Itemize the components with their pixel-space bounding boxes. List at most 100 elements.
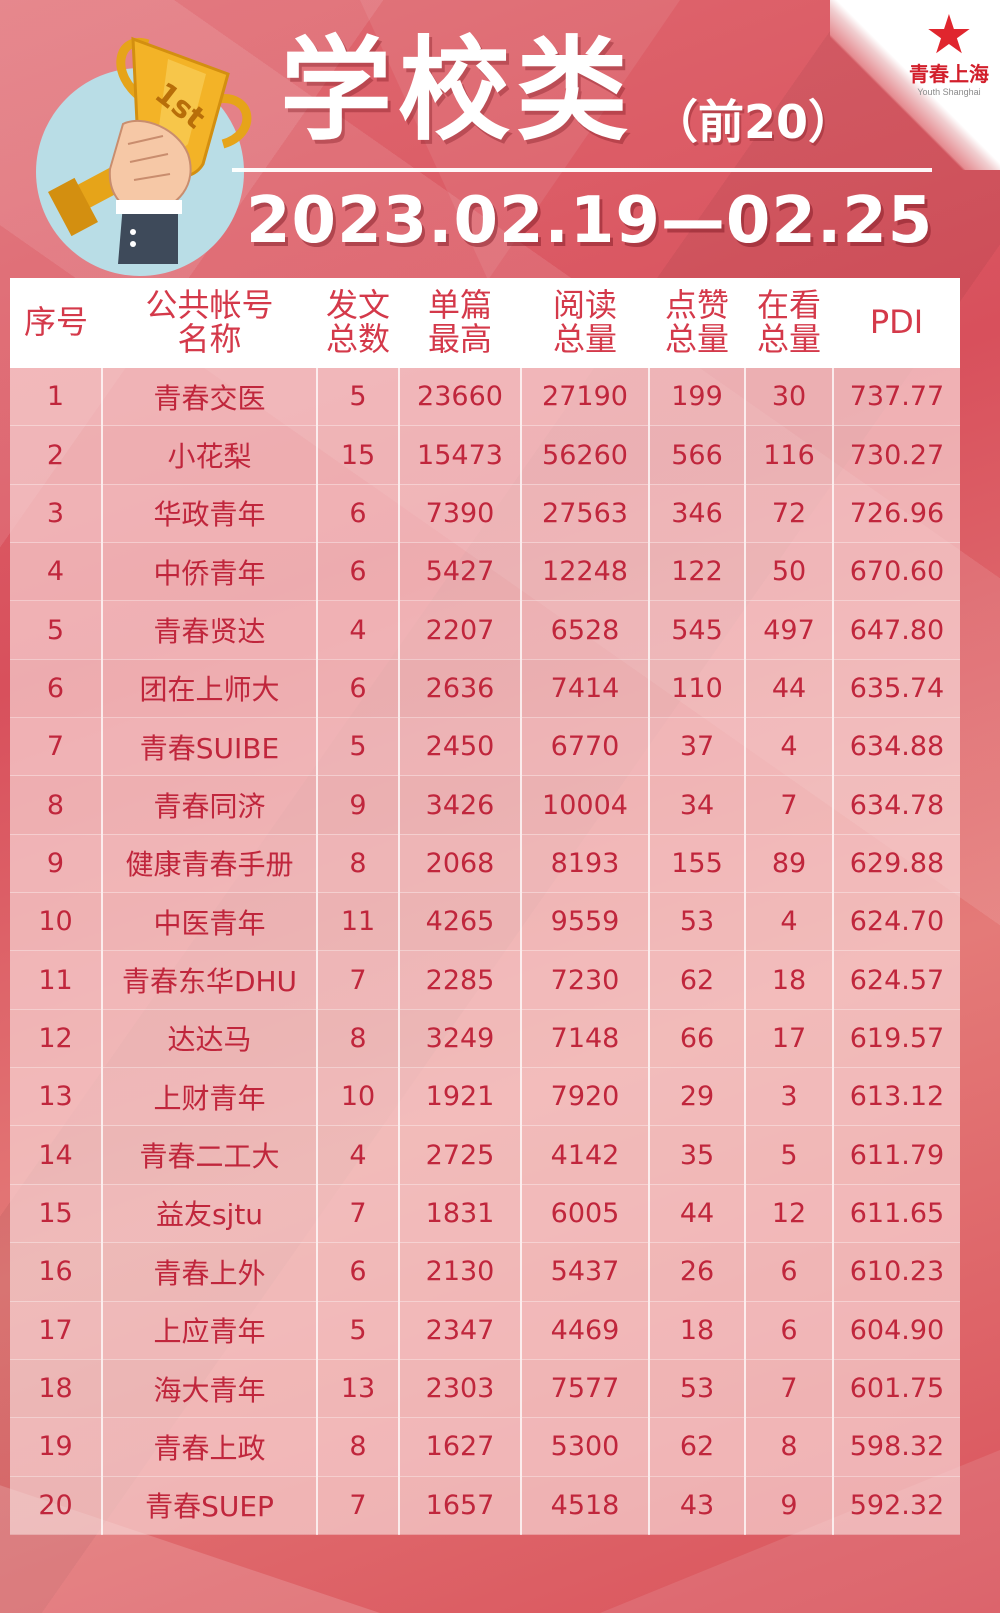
- cell-rank: 19: [10, 1417, 103, 1477]
- brand-logo: ★ 青春上海 Youth Shanghai: [904, 8, 994, 98]
- cell-max-single: 3249: [399, 1009, 522, 1069]
- header-total-watching: 在看 总量: [745, 278, 833, 368]
- cell-post-count: 15: [317, 425, 400, 485]
- cell-total-likes: 44: [649, 1184, 746, 1244]
- header-max-single: 单篇 最高: [399, 278, 521, 368]
- cell-total-watching: 116: [745, 425, 834, 485]
- cell-max-single: 2450: [399, 717, 522, 777]
- cell-account-name: 益友sjtu: [102, 1184, 318, 1244]
- cell-pdi: 624.70: [833, 892, 960, 952]
- cell-total-likes: 110: [649, 659, 746, 719]
- page-title: 学校类: [280, 26, 634, 156]
- table-row: 1 青春交医 5 23660 27190 199 30 737.77: [10, 368, 960, 427]
- cell-total-reads: 56260: [521, 425, 650, 485]
- cell-total-watching: 4: [745, 717, 834, 777]
- cell-total-likes: 346: [649, 484, 746, 544]
- cell-account-name: 团在上师大: [102, 659, 318, 719]
- cell-pdi: 670.60: [833, 542, 960, 602]
- cell-total-reads: 4518: [521, 1476, 650, 1535]
- cell-rank: 12: [10, 1009, 103, 1069]
- cell-max-single: 2636: [399, 659, 522, 719]
- cell-total-watching: 6: [745, 1301, 834, 1360]
- trophy-icon: 1st: [48, 36, 252, 264]
- cell-post-count: 7: [317, 1184, 400, 1244]
- cell-total-likes: 35: [649, 1125, 746, 1185]
- cell-total-watching: 5: [745, 1125, 834, 1185]
- cell-pdi: 613.12: [833, 1067, 960, 1127]
- cell-max-single: 23660: [399, 368, 522, 427]
- cell-total-reads: 6005: [521, 1184, 650, 1244]
- cell-account-name: 青春SUIBE: [102, 717, 318, 777]
- table-row: 11 青春东华DHU 7 2285 7230 62 18 624.57: [10, 950, 960, 1010]
- cell-account-name: 中侨青年: [102, 542, 318, 602]
- cell-total-watching: 72: [745, 484, 834, 544]
- cell-rank: 17: [10, 1301, 103, 1360]
- cell-max-single: 2068: [399, 834, 522, 894]
- cell-account-name: 青春SUEP: [102, 1476, 318, 1535]
- cell-rank: 16: [10, 1242, 103, 1302]
- cell-max-single: 1921: [399, 1067, 522, 1127]
- cell-account-name: 华政青年: [102, 484, 318, 544]
- cell-account-name: 青春交医: [102, 368, 318, 427]
- cell-total-likes: 26: [649, 1242, 746, 1302]
- table-row: 3 华政青年 6 7390 27563 346 72 726.96: [10, 484, 960, 544]
- cell-post-count: 6: [317, 1242, 400, 1302]
- cell-rank: 4: [10, 542, 103, 602]
- table-row: 7 青春SUIBE 5 2450 6770 37 4 634.88: [10, 717, 960, 777]
- cell-pdi: 624.57: [833, 950, 960, 1010]
- cell-pdi: 635.74: [833, 659, 960, 719]
- cell-total-likes: 122: [649, 542, 746, 602]
- header-account-name: 公共帐号 名称: [102, 278, 317, 368]
- header-pdi: PDI: [833, 278, 960, 368]
- cell-max-single: 3426: [399, 775, 522, 835]
- cell-pdi: 730.27: [833, 425, 960, 485]
- cell-max-single: 15473: [399, 425, 522, 485]
- cell-total-likes: 18: [649, 1301, 746, 1360]
- table-row: 2 小花梨 15 15473 56260 566 116 730.27: [10, 425, 960, 485]
- cell-rank: 1: [10, 368, 103, 427]
- cell-account-name: 青春贤达: [102, 600, 318, 660]
- cell-post-count: 6: [317, 484, 400, 544]
- cell-pdi: 611.65: [833, 1184, 960, 1244]
- table-row: 4 中侨青年 6 5427 12248 122 50 670.60: [10, 542, 960, 602]
- cell-pdi: 598.32: [833, 1417, 960, 1477]
- cell-pdi: 647.80: [833, 600, 960, 660]
- cell-total-watching: 17: [745, 1009, 834, 1069]
- cell-max-single: 2347: [399, 1301, 522, 1360]
- cell-total-likes: 43: [649, 1476, 746, 1535]
- cell-pdi: 726.96: [833, 484, 960, 544]
- cell-rank: 14: [10, 1125, 103, 1185]
- cell-max-single: 2725: [399, 1125, 522, 1185]
- header-total-reads: 阅读 总量: [521, 278, 649, 368]
- cell-pdi: 610.23: [833, 1242, 960, 1302]
- cell-total-reads: 12248: [521, 542, 650, 602]
- cell-total-watching: 7: [745, 1359, 834, 1419]
- cell-account-name: 小花梨: [102, 425, 318, 485]
- cell-pdi: 634.88: [833, 717, 960, 777]
- cell-post-count: 5: [317, 1301, 400, 1360]
- cell-total-likes: 155: [649, 834, 746, 894]
- cell-total-watching: 3: [745, 1067, 834, 1127]
- cell-total-reads: 27190: [521, 368, 650, 427]
- cell-account-name: 中医青年: [102, 892, 318, 952]
- cell-total-reads: 7414: [521, 659, 650, 719]
- cell-rank: 8: [10, 775, 103, 835]
- cell-total-reads: 6528: [521, 600, 650, 660]
- cell-total-watching: 8: [745, 1417, 834, 1477]
- table-row: 9 健康青春手册 8 2068 8193 155 89 629.88: [10, 834, 960, 894]
- cell-rank: 20: [10, 1476, 103, 1535]
- table-row: 8 青春同济 9 3426 10004 34 7 634.78: [10, 775, 960, 835]
- cell-post-count: 8: [317, 1009, 400, 1069]
- cell-rank: 5: [10, 600, 103, 660]
- cell-total-watching: 7: [745, 775, 834, 835]
- cell-rank: 7: [10, 717, 103, 777]
- cell-rank: 2: [10, 425, 103, 485]
- cell-rank: 18: [10, 1359, 103, 1419]
- cell-account-name: 青春二工大: [102, 1125, 318, 1185]
- cell-total-reads: 9559: [521, 892, 650, 952]
- cell-total-likes: 37: [649, 717, 746, 777]
- cell-rank: 10: [10, 892, 103, 952]
- cell-total-watching: 6: [745, 1242, 834, 1302]
- table-row: 20 青春SUEP 7 1657 4518 43 9 592.32: [10, 1476, 960, 1535]
- cell-total-likes: 29: [649, 1067, 746, 1127]
